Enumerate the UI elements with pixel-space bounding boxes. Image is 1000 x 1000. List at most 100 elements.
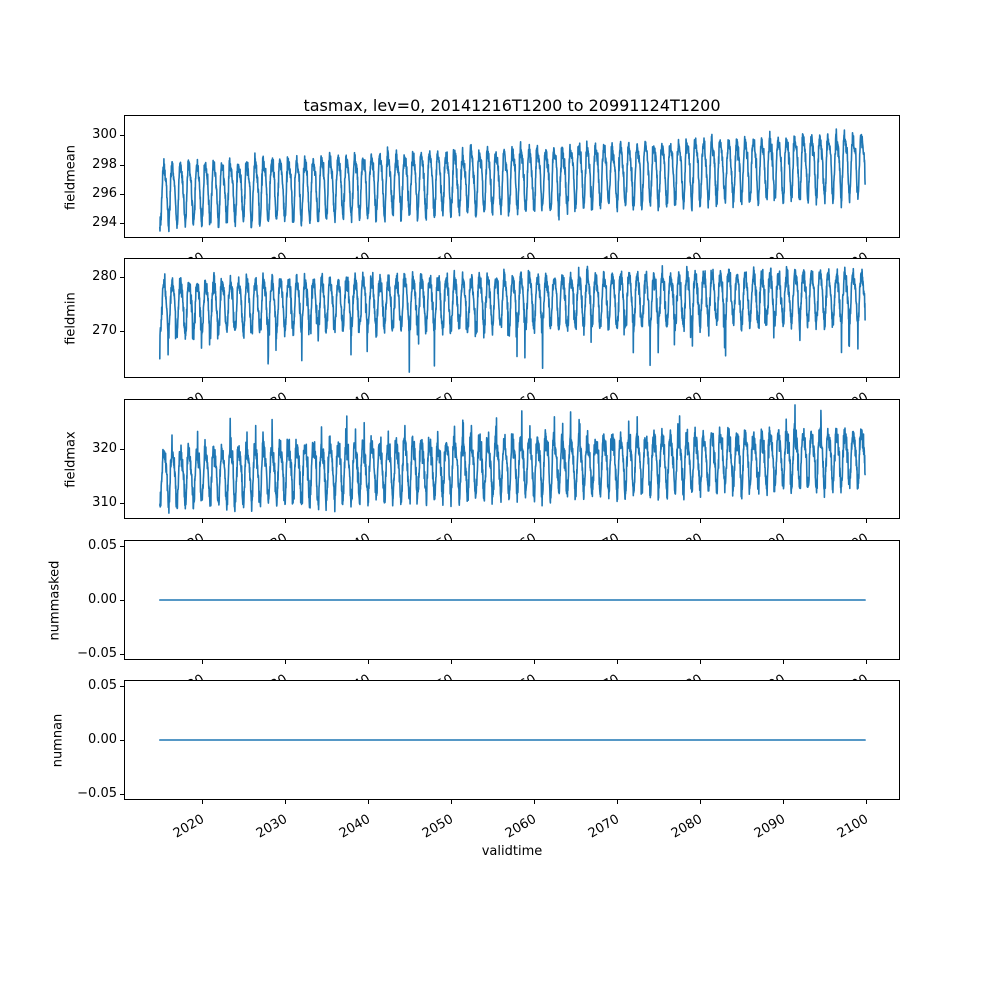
x-tick-label: 2080	[668, 389, 705, 420]
x-tick-mark	[700, 238, 701, 242]
x-tick-label: 2040	[336, 671, 373, 702]
x-tick-mark	[451, 800, 452, 804]
y-tick-label: 294	[92, 215, 117, 230]
x-tick-label: 2090	[751, 249, 788, 280]
x-tick-label: 2020	[170, 671, 207, 702]
x-tick-mark	[617, 660, 618, 664]
y-tick-label: 280	[92, 269, 117, 284]
x-tick-mark	[451, 238, 452, 242]
x-tick-label: 2100	[834, 389, 871, 420]
y-tick-mark	[120, 685, 124, 687]
x-tick-label: 2030	[253, 671, 290, 702]
y-axis-label-fieldmin: fieldmin	[63, 292, 79, 345]
x-tick-mark	[700, 378, 701, 382]
x-tick-label: 2040	[336, 249, 373, 280]
y-tick-label: 0.00	[88, 732, 117, 747]
x-tick-label: 2070	[585, 389, 622, 420]
x-tick-mark	[285, 800, 286, 804]
y-tick-mark	[120, 134, 124, 136]
y-tick-mark	[120, 222, 124, 224]
y-axis-label-fieldmax: fieldmax	[63, 431, 79, 488]
x-tick-mark	[285, 378, 286, 382]
x-tick-label: 2060	[502, 530, 539, 561]
x-tick-mark	[202, 378, 203, 382]
x-tick-mark	[451, 378, 452, 382]
y-tick-label: 310	[92, 495, 117, 510]
x-tick-mark	[700, 519, 701, 523]
x-tick-label: 2050	[419, 389, 456, 420]
x-tick-label: 2090	[751, 671, 788, 702]
y-tick-mark	[120, 193, 124, 195]
axes-box	[124, 399, 900, 519]
y-tick-mark	[120, 793, 124, 795]
x-tick-label: 2080	[668, 530, 705, 561]
x-tick-label: 2050	[419, 671, 456, 702]
y-tick-mark	[120, 502, 124, 504]
x-tick-label: 2060	[502, 671, 539, 702]
y-tick-mark	[120, 164, 124, 166]
x-tick-mark	[368, 378, 369, 382]
x-tick-mark	[783, 800, 784, 804]
x-tick-label: 2060	[502, 249, 539, 280]
y-tick-label: 298	[92, 157, 117, 172]
x-tick-mark	[866, 660, 867, 664]
x-tick-mark	[617, 800, 618, 804]
x-tick-mark	[368, 519, 369, 523]
y-tick-label: 0.05	[88, 678, 117, 693]
plot-area	[158, 128, 866, 233]
x-tick-label: 2080	[668, 671, 705, 702]
x-tick-mark	[285, 660, 286, 664]
y-tick-mark	[120, 739, 124, 741]
x-tick-mark	[451, 519, 452, 523]
y-tick-mark	[120, 599, 124, 601]
x-tick-mark	[700, 660, 701, 664]
x-tick-label: 2020	[170, 389, 207, 420]
x-tick-mark	[368, 238, 369, 242]
x-tick-mark	[700, 800, 701, 804]
x-tick-label: 2100	[834, 671, 871, 702]
y-tick-mark	[120, 448, 124, 450]
y-tick-label: 300	[92, 127, 117, 142]
y-tick-label: 296	[92, 186, 117, 201]
x-tick-label: 2030	[253, 389, 290, 420]
axes-box	[124, 680, 900, 800]
x-tick-mark	[783, 519, 784, 523]
x-tick-label: 2040	[336, 530, 373, 561]
x-tick-label: 2020	[170, 530, 207, 561]
axes-box	[124, 258, 900, 378]
series-line-fieldmean	[158, 128, 866, 233]
x-tick-mark	[617, 378, 618, 382]
y-tick-mark	[120, 653, 124, 655]
x-tick-mark	[202, 800, 203, 804]
x-tick-mark	[534, 660, 535, 664]
plot-area	[158, 265, 866, 373]
x-tick-label: 2050	[419, 249, 456, 280]
x-tick-mark	[866, 378, 867, 382]
x-tick-label: 2070	[585, 249, 622, 280]
x-tick-mark	[534, 378, 535, 382]
x-tick-mark	[202, 660, 203, 664]
x-tick-mark	[783, 378, 784, 382]
plot-area	[158, 739, 866, 741]
x-tick-label: 2060	[502, 389, 539, 420]
chart-title: tasmax, lev=0, 20141216T1200 to 20991124…	[303, 96, 721, 115]
x-tick-mark	[534, 519, 535, 523]
x-tick-mark	[368, 800, 369, 804]
x-tick-label: 2030	[253, 530, 290, 561]
x-tick-mark	[285, 519, 286, 523]
x-tick-label: 2090	[751, 389, 788, 420]
x-tick-mark	[866, 800, 867, 804]
x-tick-label: 2020	[170, 249, 207, 280]
y-tick-label: 0.05	[88, 538, 117, 553]
y-axis-label-nummasked: nummasked	[47, 560, 63, 641]
series-line-fieldmax	[158, 404, 866, 514]
x-tick-mark	[783, 238, 784, 242]
y-tick-label: 270	[92, 323, 117, 338]
x-tick-mark	[285, 238, 286, 242]
x-axis-label: validtime	[481, 844, 543, 859]
y-axis-label-numnan: numnan	[50, 713, 66, 768]
x-tick-mark	[783, 660, 784, 664]
series-line-fieldmin	[158, 265, 866, 373]
axes-box	[124, 115, 900, 238]
